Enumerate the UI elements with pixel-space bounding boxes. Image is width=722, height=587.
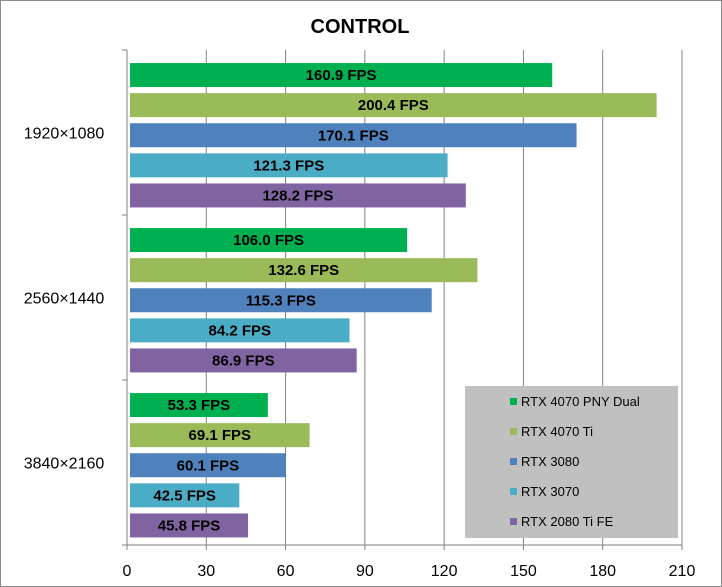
bar-data-label: 45.8 FPS (158, 517, 221, 534)
bar-data-label: 200.4 FPS (358, 97, 429, 114)
bar (130, 123, 577, 148)
bars-group: 160.9 FPS 200.4 FPS 170.1 FPS 121.3 FPS 128.… (130, 63, 657, 538)
legend-swatch (510, 428, 517, 435)
bar (130, 348, 357, 373)
bar (130, 318, 350, 343)
x-tick-label: 180 (589, 563, 616, 580)
legend-swatch (510, 488, 517, 495)
bar (130, 63, 553, 88)
category-label: 2560×1440 (24, 291, 105, 308)
x-tick-label: 60 (277, 563, 295, 580)
legend-entry: RTX 4070 Ti (521, 424, 593, 439)
bar (130, 483, 240, 508)
legend-swatch (510, 518, 517, 525)
bar-data-label: 160.9 FPS (306, 67, 377, 84)
category-label: 1920×1080 (24, 126, 105, 143)
x-tick-label: 150 (510, 563, 537, 580)
legend-swatch (510, 458, 517, 465)
bar-data-label: 60.1 FPS (177, 457, 240, 474)
bar-data-label: 53.3 FPS (168, 397, 231, 414)
bar-data-label: 42.5 FPS (153, 487, 216, 504)
bar-data-label: 84.2 FPS (208, 322, 271, 339)
bar (130, 423, 310, 448)
legend-swatch (510, 398, 517, 405)
x-tick-label: 0 (123, 563, 132, 580)
x-tick-label: 120 (431, 563, 458, 580)
bar-data-label: 69.1 FPS (189, 427, 252, 444)
x-tick-label: 90 (356, 563, 374, 580)
legend-box (465, 386, 678, 538)
bar (130, 258, 478, 283)
bar-data-label: 115.3 FPS (246, 292, 316, 309)
bar (130, 153, 448, 178)
legend-entry: RTX 3070 (521, 484, 579, 499)
legend-entry: RTX 4070 PNY Dual (521, 394, 640, 409)
x-tick-label: 210 (669, 563, 696, 580)
bar-data-label: 132.6 FPS (268, 262, 339, 279)
bar (130, 453, 286, 478)
bar-data-label: 121.3 FPS (253, 157, 324, 174)
category-label: 3840×2160 (24, 456, 105, 473)
legend-entry: RTX 3080 (521, 454, 579, 469)
legend-entry: RTX 2080 Ti FE (521, 514, 614, 529)
bar (130, 228, 408, 253)
bar (130, 393, 268, 418)
axes-group: 0 30 60 90 120 150 180 210 1920×1080 2560×1440 384… (24, 49, 696, 580)
bar (130, 288, 432, 313)
bar-data-label: 170.1 FPS (318, 127, 389, 144)
bar (130, 183, 466, 208)
chart-title: CONTROL (311, 16, 410, 38)
legend: RTX 4070 PNY Dual RTX 4070 Ti RTX 3080 RTX … (465, 386, 678, 538)
bar-data-label: 86.9 FPS (212, 352, 275, 369)
bar (130, 513, 249, 538)
bar-data-label: 106.0 FPS (233, 232, 304, 249)
bar-data-label: 128.2 FPS (262, 187, 333, 204)
x-tick-label: 30 (197, 563, 215, 580)
bar (130, 93, 657, 118)
